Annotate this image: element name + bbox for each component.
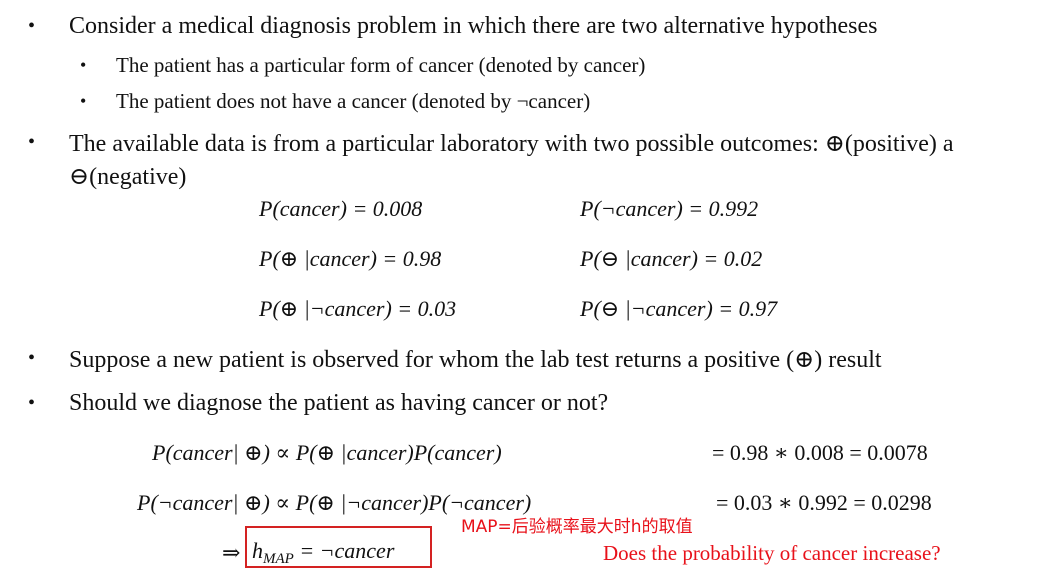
implies-arrow: ⇒ [222,540,241,565]
eq-posterior-cancer-lhs: P(cancer| ⊕) ∝ P(⊕ |cancer)P(cancer) [152,440,502,465]
bullet-marker: • [28,392,36,414]
eq-h-map: hMAP = ¬cancer [252,538,394,568]
bullet-marker: • [28,15,36,37]
bullet-text-lab-data: The available data is from a particular … [69,131,954,157]
map-annotation: MAP=后验概率最大时h的取值 [461,517,693,537]
bullet-marker: • [28,131,36,153]
eq-posterior-cancer-rhs: = 0.98 ∗ 0.008 = 0.0078 [712,440,928,465]
sub-bullet-marker: • [80,55,87,75]
eq-posterior-not-cancer-lhs: P(¬cancer| ⊕) ∝ P(⊕ |¬cancer)P(¬cancer) [137,490,532,515]
bullet-text-diagnose: Should we diagnose the patient as having… [69,390,609,416]
eq-p-not-cancer: P(¬cancer) = 0.992 [580,196,759,221]
sub-bullet-not-cancer: The patient does not have a cancer (deno… [116,89,591,113]
bullet-text-hypotheses: Consider a medical diagnosis problem in … [69,13,878,39]
eq-p-cancer: P(cancer) = 0.008 [259,196,423,221]
question-annotation: Does the probability of cancer increase? [603,541,941,565]
eq-p-neg-given-not-cancer: P(⊖ |¬cancer) = 0.97 [580,296,778,321]
bullet-marker: • [28,347,36,369]
eq-p-neg-given-cancer: P(⊖ |cancer) = 0.02 [580,246,763,271]
bullet-text-lab-data-cont: ⊖(negative) [69,164,187,190]
eq-p-pos-given-not-cancer: P(⊕ |¬cancer) = 0.03 [259,296,457,321]
h-map-value: = ¬cancer [293,538,395,563]
eq-p-pos-given-cancer: P(⊕ |cancer) = 0.98 [259,246,442,271]
sub-bullet-cancer: The patient has a particular form of can… [116,53,646,77]
h-map-subscript: MAP [263,551,294,567]
h-map-symbol: h [252,538,263,563]
eq-posterior-not-cancer-rhs: = 0.03 ∗ 0.992 = 0.0298 [716,490,932,515]
sub-bullet-marker: • [80,91,87,111]
h-map-highlight-box [245,526,432,568]
bullet-text-new-patient: Suppose a new patient is observed for wh… [69,347,882,373]
